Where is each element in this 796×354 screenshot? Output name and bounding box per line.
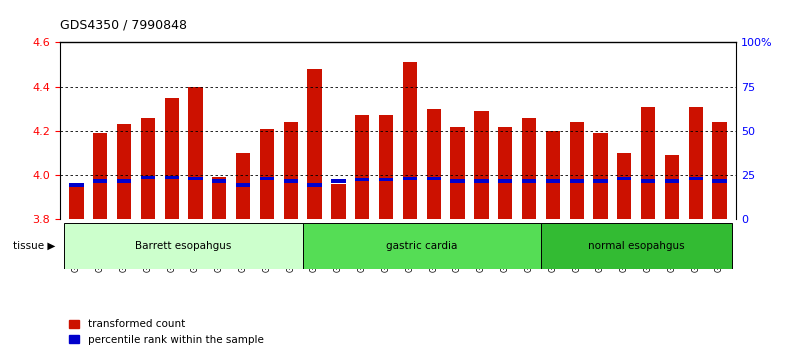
Bar [93, 133, 107, 219]
Bar [546, 131, 560, 219]
Bar [283, 179, 298, 183]
Bar [283, 122, 298, 219]
Bar [617, 177, 631, 180]
Bar [498, 179, 513, 183]
Bar [712, 179, 727, 183]
Bar [117, 179, 131, 183]
Bar [64, 223, 302, 269]
Bar [379, 115, 393, 219]
Bar [593, 133, 607, 219]
Bar [307, 183, 322, 187]
Bar [522, 179, 537, 183]
Bar [451, 179, 465, 183]
Bar [236, 183, 250, 187]
Bar [259, 177, 274, 180]
Text: GDS4350 / 7990848: GDS4350 / 7990848 [60, 19, 187, 32]
Bar [403, 177, 417, 180]
Bar [117, 124, 131, 219]
Bar [141, 176, 155, 179]
Bar [302, 223, 541, 269]
Bar [641, 179, 655, 183]
Bar [541, 223, 732, 269]
Bar [569, 122, 583, 219]
Bar [93, 179, 107, 183]
Bar [213, 179, 227, 183]
Bar [427, 177, 441, 180]
Bar [403, 62, 417, 219]
Bar [474, 179, 489, 183]
Bar [141, 118, 155, 219]
Bar [69, 184, 84, 219]
Bar [712, 122, 727, 219]
Bar [498, 127, 513, 219]
Bar [593, 179, 607, 183]
Bar [355, 178, 369, 182]
Bar [665, 155, 679, 219]
Bar [259, 129, 274, 219]
Bar [165, 176, 179, 179]
Bar [689, 107, 703, 219]
Bar [641, 107, 655, 219]
Bar [213, 177, 227, 219]
Bar [451, 127, 465, 219]
Text: normal esopahgus: normal esopahgus [588, 241, 685, 251]
Text: gastric cardia: gastric cardia [386, 241, 458, 251]
Bar [689, 177, 703, 180]
Bar [69, 183, 84, 187]
Legend: transformed count, percentile rank within the sample: transformed count, percentile rank withi… [65, 315, 268, 349]
Bar [307, 69, 322, 219]
Bar [355, 115, 369, 219]
Bar [331, 179, 345, 183]
Bar [189, 177, 203, 180]
Text: tissue ▶: tissue ▶ [14, 241, 56, 251]
Text: Barrett esopahgus: Barrett esopahgus [135, 241, 232, 251]
Bar [617, 153, 631, 219]
Bar [189, 87, 203, 219]
Bar [665, 179, 679, 183]
Bar [331, 184, 345, 219]
Bar [546, 179, 560, 183]
Bar [522, 118, 537, 219]
Bar [165, 98, 179, 219]
Bar [427, 109, 441, 219]
Bar [569, 179, 583, 183]
Bar [236, 153, 250, 219]
Bar [474, 111, 489, 219]
Bar [379, 178, 393, 182]
